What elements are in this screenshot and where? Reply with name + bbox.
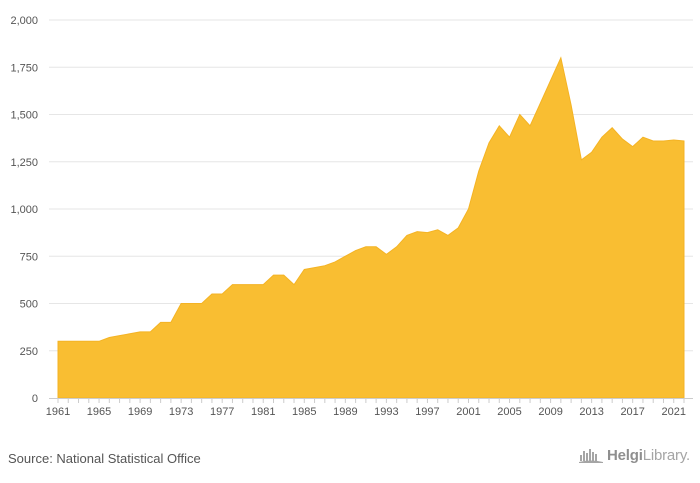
x-tick-label: 2009 (538, 406, 562, 418)
x-tick-label: 1981 (251, 406, 275, 418)
x-tick-label: 2021 (661, 406, 685, 418)
y-tick-label: 750 (20, 251, 38, 263)
x-tick-label: 1973 (169, 406, 193, 418)
x-tick-label: 2017 (620, 406, 644, 418)
x-tick-label: 2005 (497, 406, 521, 418)
x-axis-tick-labels: 1961 1965 1969 1973 1977 1981 1985 1989 1993 1997… (46, 406, 686, 418)
source-note: Source: National Statistical Office (8, 451, 201, 466)
helgilibrary-logo-text: HelgiLibrary. (607, 446, 690, 464)
series-area (57, 56, 685, 399)
x-tick-label: 1997 (415, 406, 439, 418)
x-tick-label: 1965 (87, 406, 111, 418)
x-tick-label: 1989 (333, 406, 357, 418)
x-tick-label: 1961 (46, 406, 70, 418)
helgilibrary-logo: HelgiLibrary. (579, 446, 690, 464)
x-tick-label: 1977 (210, 406, 234, 418)
y-tick-label: 1,250 (10, 157, 38, 169)
x-tick-label: 2001 (456, 406, 480, 418)
x-axis (49, 398, 693, 403)
y-tick-label: 500 (20, 299, 38, 311)
x-tick-label: 1969 (128, 406, 152, 418)
y-tick-label: 1,000 (10, 204, 38, 216)
y-tick-label: 2,000 (10, 15, 38, 27)
y-axis-tick-labels: 0 250 500 750 1,000 1,250 1,500 1,750 2,000 (10, 15, 38, 405)
y-tick-label: 250 (20, 346, 38, 358)
y-tick-label: 1,500 (10, 110, 38, 122)
y-tick-label: 1,750 (10, 62, 38, 74)
series-area-fill (57, 56, 685, 399)
x-tick-label: 1993 (374, 406, 398, 418)
y-tick-label: 0 (32, 393, 38, 405)
x-tick-label: 2013 (579, 406, 603, 418)
area-chart: 0 250 500 750 1,000 1,250 1,500 1,750 2,000 1961… (10, 15, 693, 418)
x-tick-label: 1985 (292, 406, 316, 418)
helgilibrary-logo-icon (579, 449, 603, 463)
